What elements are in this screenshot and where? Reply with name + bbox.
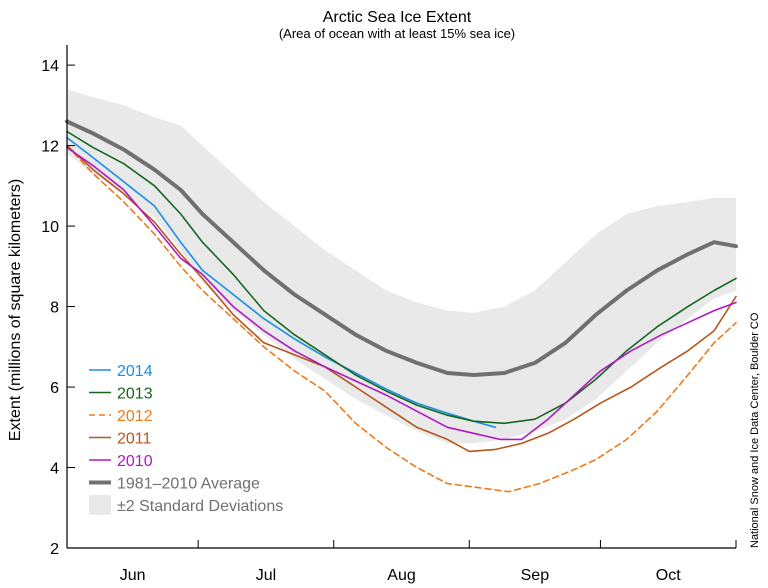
legend-label: 1981–2010 Average xyxy=(117,476,260,493)
y-tick-label: 8 xyxy=(50,300,59,317)
y-tick-label: 14 xyxy=(41,58,59,75)
chart-title: Arctic Sea Ice Extent xyxy=(323,9,472,26)
series-line-2012 xyxy=(66,144,737,493)
series-line-2014 xyxy=(66,136,497,429)
x-tick-label: Aug xyxy=(387,567,415,584)
y-tick-label: 2 xyxy=(50,541,59,558)
legend-label: 2014 xyxy=(117,363,153,380)
legend-label: 2010 xyxy=(117,453,153,470)
x-tick-label: Sep xyxy=(521,567,550,584)
x-tick-label: Jul xyxy=(256,567,276,584)
chart-subtitle: (Area of ocean with at least 15% sea ice… xyxy=(279,26,515,41)
y-tick-label: 12 xyxy=(41,139,59,156)
series-line-1981-2010-average xyxy=(65,119,738,377)
y-tick-label: 6 xyxy=(50,380,59,397)
legend-label: 2013 xyxy=(117,386,153,403)
credit-text: National Snow and Ice Data Center, Bould… xyxy=(749,312,761,548)
legend: 2014 2013 2012 2011 2010 1981–2010 Average ±2 … xyxy=(89,363,283,515)
legend-label: 2012 xyxy=(117,408,153,425)
x-tick-label: Oct xyxy=(656,567,681,584)
series-line-2013 xyxy=(66,130,737,425)
std-dev-band xyxy=(67,89,736,444)
legend-label: 2011 xyxy=(117,431,152,448)
legend-swatch xyxy=(89,495,111,515)
axes-layer: 2 4 6 8 10 12 14 Jun Jul Aug Sep Oct xyxy=(41,45,737,584)
y-axis-label: Extent (millions of square kilometers) xyxy=(7,179,24,441)
series-line-2011 xyxy=(66,144,737,453)
std-dev-band-layer xyxy=(67,89,736,444)
series-layer xyxy=(65,119,738,493)
x-tick-label: Jun xyxy=(120,567,146,584)
legend-label: ±2 Standard Deviations xyxy=(117,498,283,515)
y-tick-label: 10 xyxy=(41,219,59,236)
series-line-2010 xyxy=(66,146,737,441)
y-tick-label: 4 xyxy=(50,461,59,478)
